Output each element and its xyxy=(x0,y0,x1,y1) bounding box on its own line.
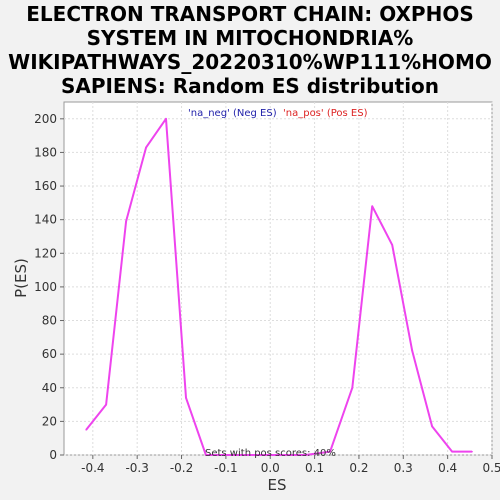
x-axis-title: ES xyxy=(268,476,287,494)
x-tick-label: 0.3 xyxy=(394,461,413,475)
data-point xyxy=(371,205,373,207)
y-tick-label: 40 xyxy=(42,381,57,395)
y-tick-label: 60 xyxy=(42,347,57,361)
x-tick-label: 0.0 xyxy=(261,461,280,475)
data-point xyxy=(431,426,433,428)
x-tick-label: -0.2 xyxy=(170,461,193,475)
y-tick-label: 160 xyxy=(34,179,57,193)
data-point xyxy=(471,451,473,453)
x-tick-label: 0.4 xyxy=(438,461,457,475)
y-tick-label: 80 xyxy=(42,314,57,328)
data-point xyxy=(105,404,107,406)
y-tick-label: 200 xyxy=(34,112,57,126)
data-point xyxy=(145,147,147,149)
chart-title-line: ELECTRON TRANSPORT CHAIN: OXPHOS xyxy=(26,2,473,26)
y-tick-label: 20 xyxy=(42,414,57,428)
data-point xyxy=(451,451,453,453)
x-tick-label: -0.3 xyxy=(125,461,148,475)
x-tick-label: -0.4 xyxy=(81,461,104,475)
chart-title-line: SAPIENS: Random ES distribution xyxy=(61,74,439,98)
y-axis: 0 20 40 60 80 100 120 140 160 180 200 xyxy=(34,112,64,462)
x-tick-label: 0.2 xyxy=(349,461,368,475)
data-point xyxy=(125,221,127,223)
data-point xyxy=(351,387,353,389)
chart-title-line: SYSTEM IN MITOCHONDRIA% xyxy=(87,26,414,50)
y-tick-label: 0 xyxy=(49,448,57,462)
legend-entry: 'na_neg' (Neg ES) xyxy=(188,108,277,119)
y-tick-label: 120 xyxy=(34,246,57,260)
legend-entry: 'na_pos' (Pos ES) xyxy=(283,108,368,119)
y-axis-title: P(ES) xyxy=(12,258,30,298)
y-tick-label: 140 xyxy=(34,213,57,227)
x-tick-label: 0.5 xyxy=(482,461,500,475)
chart-title-line: WIKIPATHWAYS_20220310%WP111%HOMO xyxy=(8,50,492,74)
plot-area xyxy=(64,102,492,455)
annotation: Sets with pos scores: 40% xyxy=(205,448,336,459)
y-tick-label: 100 xyxy=(34,280,57,294)
data-point xyxy=(391,244,393,246)
x-tick-label: 0.1 xyxy=(305,461,324,475)
y-tick-label: 180 xyxy=(34,145,57,159)
x-tick-label: -0.1 xyxy=(214,461,237,475)
data-point xyxy=(411,350,413,352)
data-point xyxy=(85,429,87,431)
data-point xyxy=(165,118,167,120)
data-point xyxy=(185,397,187,399)
